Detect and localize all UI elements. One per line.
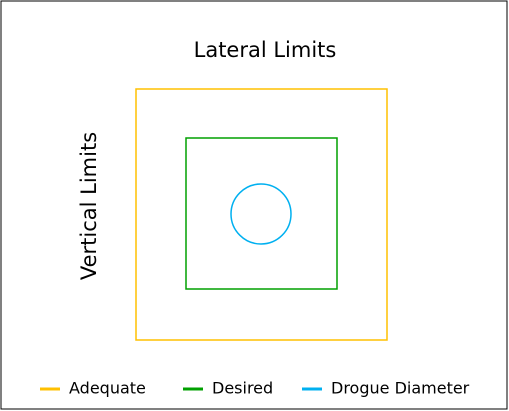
desired-box xyxy=(185,137,338,290)
drogue-circle xyxy=(230,183,292,245)
legend: Adequate Desired Drogue Diameter xyxy=(40,379,470,398)
legend-label: Adequate xyxy=(69,379,146,398)
title: Lateral Limits xyxy=(194,38,337,62)
legend-label: Drogue Diameter xyxy=(331,379,470,398)
adequate-box xyxy=(135,88,388,341)
side-label: Vertical Limits xyxy=(77,132,101,280)
legend-label: Desired xyxy=(212,379,273,398)
